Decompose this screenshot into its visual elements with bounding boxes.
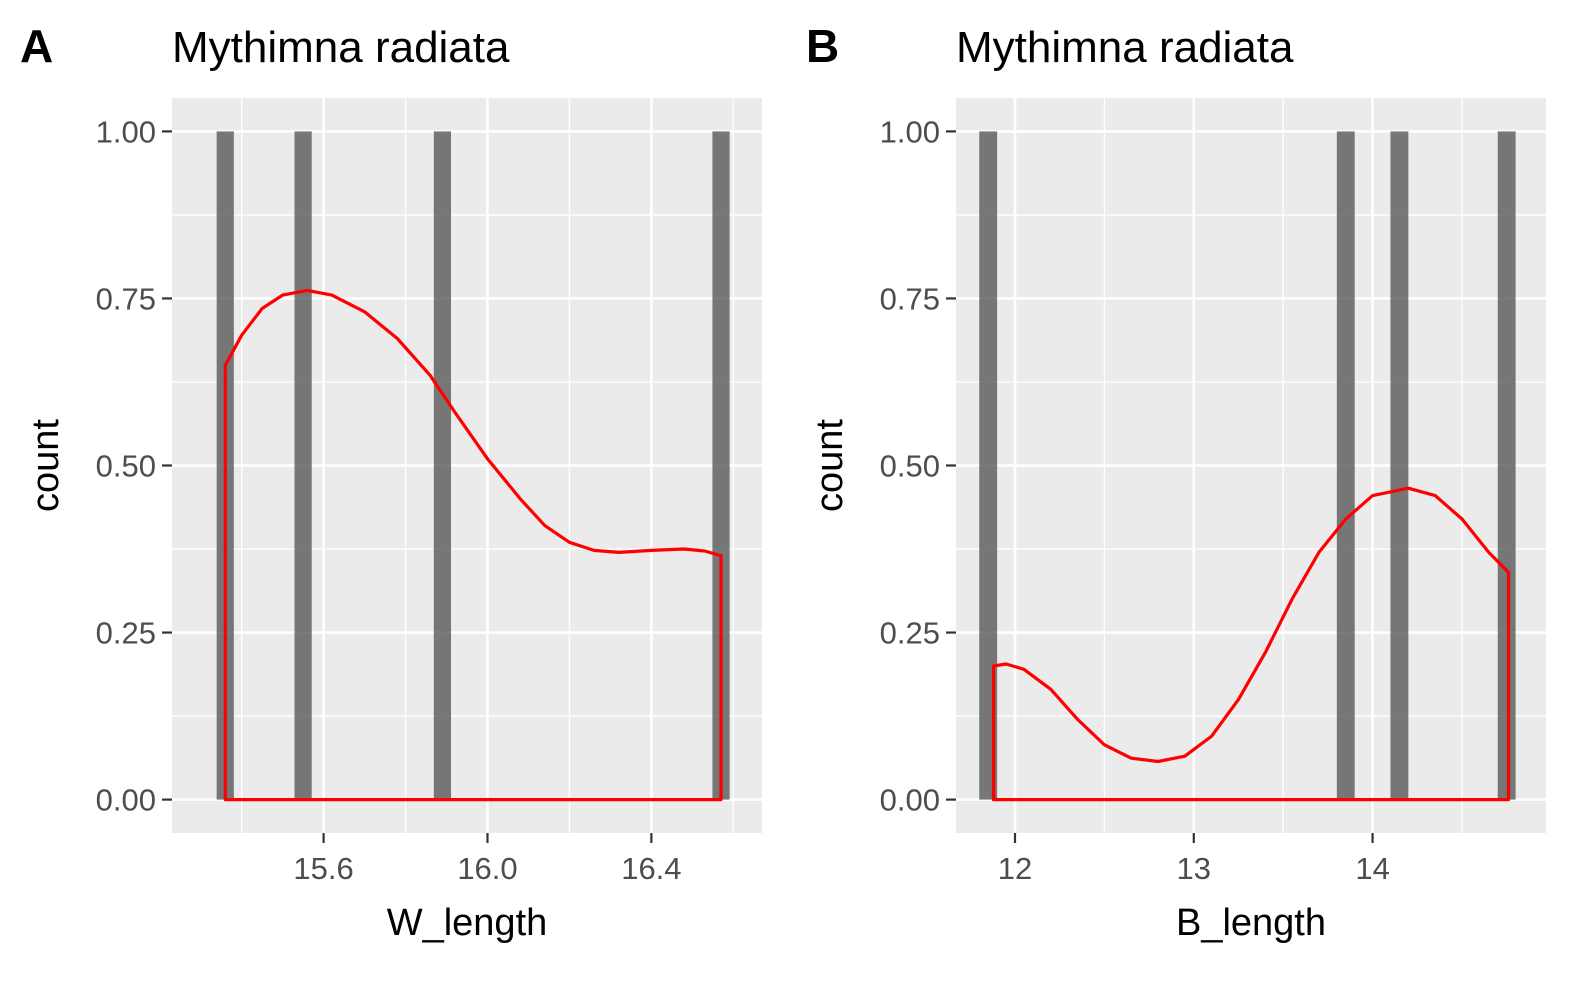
- x-tick-label: 15.6: [293, 851, 353, 886]
- y-tick-label: 0.75: [880, 281, 940, 316]
- panel-b: B Mythimna radiata 0.00 0.25 0.50 0.75 1.00 12 1…: [806, 20, 1546, 944]
- x-tick-label: 16.0: [457, 851, 517, 886]
- histogram-bar: [1497, 131, 1516, 800]
- y-axis-title: count: [25, 419, 67, 512]
- y-tick-label: 1.00: [96, 114, 156, 149]
- panel-tag: B: [806, 20, 839, 72]
- chart-title: Mythimna radiata: [172, 23, 510, 72]
- y-tick-label: 0.25: [96, 616, 156, 651]
- histogram-bar: [979, 131, 998, 800]
- histogram-bar: [1336, 131, 1355, 800]
- panel-a: A Mythimna radiata 0.00 0.25 0.50 0.75 1.00 15.…: [20, 20, 762, 944]
- density-curve: [991, 486, 1511, 802]
- y-tick-label: 0.50: [880, 449, 940, 484]
- y-tick-label: 1.00: [880, 114, 940, 149]
- y-tick-label: 0.50: [96, 449, 156, 484]
- x-axis-title: B_length: [1176, 902, 1326, 944]
- x-tick-label: 12: [998, 851, 1032, 886]
- x-tick-label: 13: [1177, 851, 1211, 886]
- chart-title: Mythimna radiata: [956, 23, 1294, 72]
- x-tick-label: 16.4: [621, 851, 681, 886]
- density-curve: [223, 288, 723, 802]
- y-tick-label: 0.00: [96, 783, 156, 818]
- histogram-bar: [433, 131, 452, 800]
- x-tick-label: 14: [1355, 851, 1389, 886]
- panel-tag: A: [20, 20, 53, 72]
- y-tick-label: 0.00: [880, 783, 940, 818]
- y-tick-label: 0.75: [96, 281, 156, 316]
- y-tick-label: 0.25: [880, 616, 940, 651]
- histogram-bar: [294, 131, 312, 800]
- histogram-bar: [1390, 131, 1409, 800]
- x-axis-title: W_length: [387, 902, 548, 944]
- y-axis-title: count: [809, 419, 851, 512]
- histogram-bar: [712, 131, 730, 800]
